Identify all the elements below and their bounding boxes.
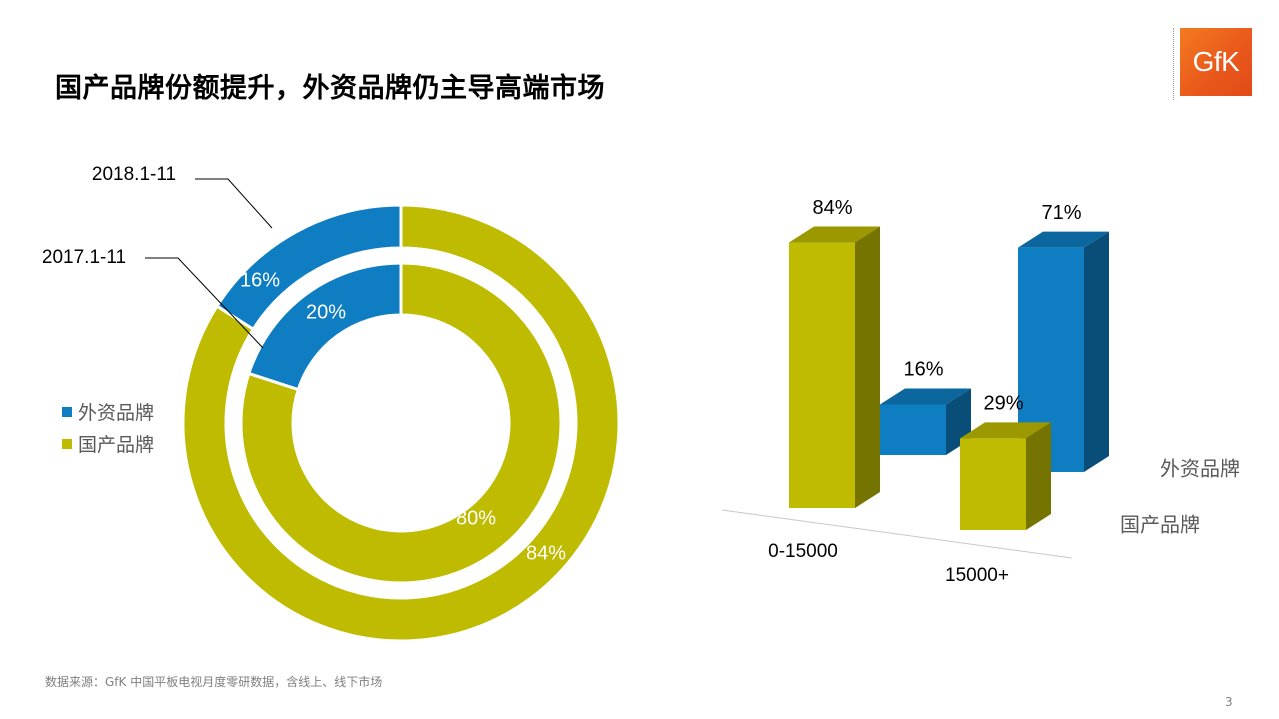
bar-series-label-foreign: 外资品牌: [1160, 457, 1240, 481]
donut-slice-inner-domestic: [239, 261, 563, 585]
bar-front-domestic-0: [789, 242, 855, 508]
legend-item-domestic: 国产品牌: [62, 430, 154, 457]
bar-value-label-domestic-1: 29%: [983, 393, 1023, 415]
ring-name-inner: 2017.1-11: [42, 247, 126, 268]
logo-divider: [1173, 28, 1174, 100]
bar-series-label-domestic: 国产品牌: [1120, 513, 1200, 537]
page-title: 国产品牌份额提升，外资品牌仍主导高端市场: [55, 73, 605, 104]
donut-label-outer-foreign: 16%: [240, 269, 280, 291]
bar-front-domestic-1: [960, 438, 1026, 530]
bar-top-foreign-0: [880, 388, 971, 405]
bar-side-foreign-1: [1084, 231, 1109, 472]
bar-value-label-domestic-0: 84%: [812, 197, 852, 219]
source-note: 数据来源：GfK 中国平板电视月度零研数据，含线上、线下市场: [45, 675, 383, 689]
ring-name-outer: 2018.1-11: [92, 164, 176, 185]
bar-category-label-0: 0-15000: [768, 541, 838, 562]
gfk-logo: GfK: [1180, 28, 1252, 96]
bar-top-domestic-0: [789, 226, 880, 243]
bar-value-label-foreign-1: 71%: [1041, 202, 1081, 224]
donut-label-outer-domestic: 84%: [526, 542, 566, 564]
ring-callout-line-outer: [195, 178, 273, 229]
ring-callout-line-inner: [145, 257, 264, 349]
legend-swatch-foreign: [62, 406, 72, 417]
legend-label-foreign: 外资品牌: [78, 402, 155, 424]
donut-label-inner-foreign: 20%: [306, 301, 346, 323]
bar-category-label-1: 15000+: [945, 565, 1009, 586]
page-number: 3: [1225, 695, 1233, 709]
bar-top-domestic-1: [960, 422, 1051, 439]
bar-side-domestic-0: [855, 226, 880, 508]
donut-label-inner-domestic: 80%: [456, 507, 496, 529]
bar-side-domestic-1: [1026, 422, 1051, 530]
bar-top-foreign-1: [1018, 231, 1109, 248]
bar-front-foreign-0: [880, 404, 946, 455]
legend-swatch-domestic: [62, 438, 72, 449]
legend-label-domestic: 国产品牌: [78, 434, 155, 456]
bar-floor-front-line: [721, 509, 1073, 559]
bar-value-label-foreign-0: 16%: [903, 359, 943, 381]
legend-item-foreign: 外资品牌: [62, 398, 154, 425]
donut-slice-outer-domestic: [181, 203, 621, 643]
